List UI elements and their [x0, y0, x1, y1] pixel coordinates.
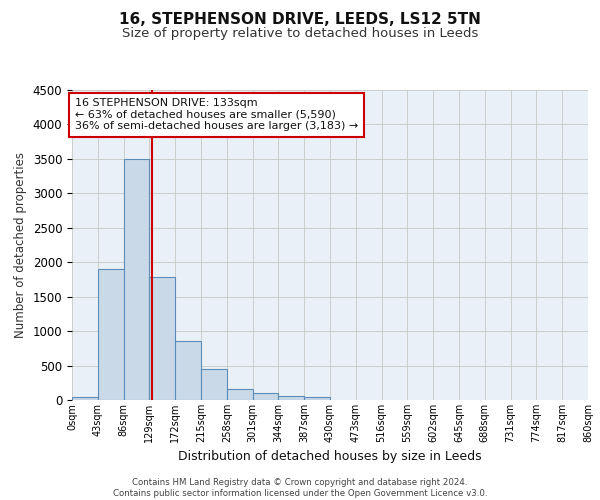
Bar — [175, 342, 201, 400]
Text: Size of property relative to detached houses in Leeds: Size of property relative to detached ho… — [122, 28, 478, 40]
Text: 16, STEPHENSON DRIVE, LEEDS, LS12 5TN: 16, STEPHENSON DRIVE, LEEDS, LS12 5TN — [119, 12, 481, 28]
Bar — [304, 396, 330, 400]
Bar — [253, 394, 278, 400]
Bar — [72, 397, 98, 400]
Bar — [201, 369, 227, 400]
Text: 16 STEPHENSON DRIVE: 133sqm
← 63% of detached houses are smaller (5,590)
36% of : 16 STEPHENSON DRIVE: 133sqm ← 63% of det… — [75, 98, 358, 132]
Bar — [124, 159, 149, 400]
Bar — [149, 278, 175, 400]
Y-axis label: Number of detached properties: Number of detached properties — [14, 152, 27, 338]
X-axis label: Distribution of detached houses by size in Leeds: Distribution of detached houses by size … — [178, 450, 482, 464]
Bar — [227, 389, 253, 400]
Bar — [278, 396, 304, 400]
Text: Contains HM Land Registry data © Crown copyright and database right 2024.
Contai: Contains HM Land Registry data © Crown c… — [113, 478, 487, 498]
Bar — [98, 269, 124, 400]
